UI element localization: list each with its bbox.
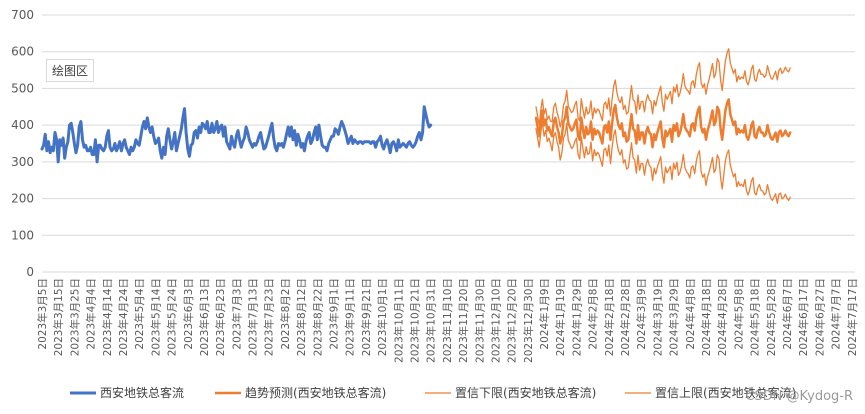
- legend-label: 西安地铁总客流: [100, 385, 184, 400]
- x-tick-label: 2023年12月30日: [522, 278, 535, 363]
- x-tick-label: 2024年4月18日: [700, 278, 713, 356]
- series-line-0: [40, 105, 433, 164]
- x-axis-ticks: 2023年3月5日 2023年3月15日 2023年3月25日 2023年4月4日 20…: [36, 278, 859, 363]
- x-tick-label: 2023年3月5日: [36, 278, 49, 350]
- x-tick-label: 2023年3月15日: [52, 278, 65, 356]
- x-tick-label: 2023年8月2日: [279, 278, 292, 350]
- x-tick-label: 2024年2月18日: [603, 278, 616, 356]
- legend: 西安地铁总客流 趋势预测(西安地铁总客流) 置信下限(西安地铁总客流) 置信上限(西安…: [70, 385, 796, 400]
- y-tick-label: 400: [11, 118, 34, 132]
- x-tick-label: 2023年11月20日: [457, 278, 470, 363]
- x-tick-label: 2023年10月31日: [425, 278, 438, 363]
- y-tick-label: 700: [11, 8, 34, 22]
- y-tick-label: 600: [11, 45, 34, 59]
- x-tick-label: 2024年5月28日: [765, 278, 778, 356]
- legend-label: 趋势预测(西安地铁总客流): [245, 385, 386, 400]
- x-tick-label: 2024年7月7日: [830, 278, 843, 350]
- y-axis-ticks: 0 100 200 300 400 500 600 700: [11, 8, 34, 279]
- x-tick-label: 2023年4月4日: [85, 278, 98, 350]
- x-tick-label: 2023年5月14日: [149, 278, 162, 356]
- series-line-1: [534, 98, 792, 149]
- legend-label: 置信下限(西安地铁总客流): [455, 385, 596, 400]
- x-tick-label: 2024年1月29日: [570, 278, 583, 356]
- x-tick-label: 2023年8月12日: [295, 278, 308, 356]
- x-tick-label: 2023年11月30日: [473, 278, 486, 363]
- x-tick-label: 2024年6月27日: [813, 278, 826, 356]
- watermark-text: CSDN @Kydog-R: [745, 389, 853, 404]
- x-tick-label: 2024年3月29日: [668, 278, 681, 356]
- x-tick-label: 2024年7月17日: [846, 278, 859, 356]
- y-tick-label: 100: [11, 228, 34, 242]
- x-tick-label: 2023年5月24日: [166, 278, 179, 356]
- x-tick-label: 2024年3月9日: [635, 278, 648, 350]
- x-tick-label: 2023年4月14日: [101, 278, 114, 356]
- x-tick-label: 2024年2月28日: [619, 278, 632, 356]
- x-tick-label: 2023年7月23日: [263, 278, 276, 356]
- x-tick-label: 2024年5月8日: [732, 278, 745, 350]
- plot-area-label: 绘图区: [46, 59, 95, 82]
- series-layer: [40, 48, 792, 204]
- x-tick-label: 2023年10月21日: [408, 278, 421, 363]
- x-tick-label: 2024年3月19日: [651, 278, 664, 356]
- x-tick-label: 2023年4月24日: [117, 278, 130, 356]
- x-tick-label: 2024年2月8日: [587, 278, 600, 350]
- x-tick-label: 2023年8月22日: [311, 278, 324, 356]
- x-tick-label: 2023年6月13日: [198, 278, 211, 356]
- x-tick-label: 2023年10月1日: [376, 278, 389, 356]
- x-tick-label: 2023年7月13日: [247, 278, 260, 356]
- y-tick-label: 300: [11, 155, 34, 169]
- y-tick-label: 0: [26, 265, 34, 279]
- x-tick-label: 2023年12月10日: [489, 278, 502, 363]
- x-tick-label: 2024年4月28日: [716, 278, 729, 356]
- series-line-2: [535, 120, 791, 204]
- x-tick-label: 2023年5月4日: [133, 278, 146, 350]
- gridlines: [42, 14, 855, 273]
- x-tick-label: 2023年9月21日: [360, 278, 373, 356]
- x-tick-label: 2023年6月3日: [182, 278, 195, 350]
- x-tick-label: 2023年7月3日: [230, 278, 243, 350]
- x-tick-label: 2023年10月11日: [392, 278, 405, 363]
- x-tick-label: 2023年9月1日: [328, 278, 341, 350]
- series-line-3: [535, 48, 791, 128]
- x-tick-label: 2023年9月11日: [344, 278, 357, 356]
- x-tick-label: 2024年5月18日: [749, 278, 762, 356]
- x-tick-label: 2023年6月23日: [214, 278, 227, 356]
- x-tick-label: 2023年11月10日: [441, 278, 454, 363]
- x-tick-label: 2024年1月19日: [554, 278, 567, 356]
- y-tick-label: 200: [11, 192, 34, 206]
- x-tick-label: 2023年12月20日: [506, 278, 519, 363]
- x-tick-label: 2024年1月9日: [538, 278, 551, 350]
- x-tick-label: 2024年4月8日: [684, 278, 697, 350]
- x-tick-label: 2023年3月25日: [68, 278, 81, 356]
- x-tick-label: 2024年6月7日: [781, 278, 794, 350]
- y-tick-label: 500: [11, 81, 34, 95]
- legend-label: 置信上限(西安地铁总客流): [655, 385, 796, 400]
- x-tick-label: 2024年6月17日: [797, 278, 810, 356]
